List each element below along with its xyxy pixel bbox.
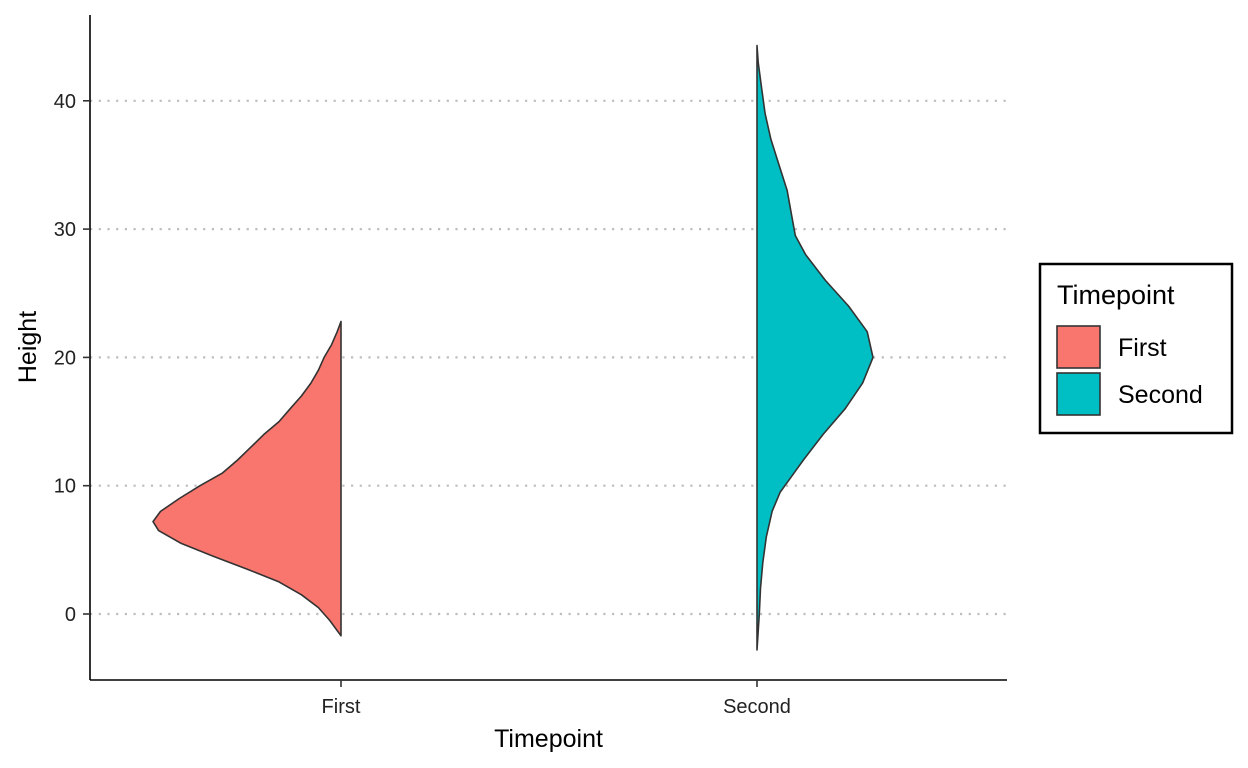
x-tick-label-first: First <box>322 696 361 718</box>
axes <box>89 15 1007 681</box>
x-tick-label-second: Second <box>723 696 791 718</box>
y-tick-label: 0 <box>65 604 76 626</box>
y-tick-label: 20 <box>54 347 76 369</box>
violin-first <box>152 320 342 637</box>
y-ticks: 0 10 20 30 40 <box>54 91 90 626</box>
legend-key-first <box>1056 325 1101 369</box>
legend-items: First Second <box>1056 325 1203 416</box>
x-ticks: First Second <box>322 680 791 718</box>
legend: Timepoint First Second <box>1038 262 1234 435</box>
legend-label-first: First <box>1118 334 1167 362</box>
violin-second <box>756 44 874 651</box>
violins <box>152 44 874 651</box>
y-axis-title: Height <box>14 311 42 383</box>
y-tick-label: 40 <box>54 91 76 113</box>
y-tick-label: 30 <box>54 219 76 241</box>
legend-title: Timepoint <box>1057 280 1175 310</box>
x-axis-title: Timepoint <box>494 725 603 753</box>
legend-label-second: Second <box>1118 381 1203 409</box>
y-tick-label: 10 <box>54 476 76 498</box>
legend-key-second <box>1056 372 1101 416</box>
